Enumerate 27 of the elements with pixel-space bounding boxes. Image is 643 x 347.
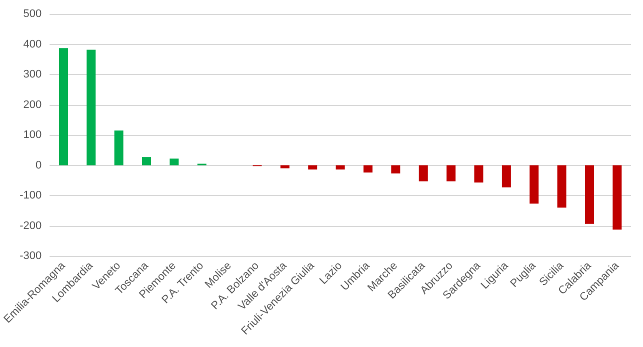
y-tick-label: -100	[20, 190, 42, 202]
y-tick-label: 200	[23, 98, 42, 111]
bar	[418, 165, 428, 182]
y-tick-label: -300	[20, 250, 42, 262]
bar	[391, 165, 400, 174]
bar	[502, 165, 511, 188]
bar	[584, 165, 594, 224]
bar	[114, 130, 124, 166]
bar	[308, 165, 318, 170]
y-tick-label: 500	[23, 8, 42, 20]
bar	[170, 158, 179, 166]
bar	[142, 157, 152, 166]
y-tick-label: 0	[36, 159, 42, 172]
bar	[86, 50, 96, 166]
y-tick-label: 100	[23, 129, 42, 141]
bar	[557, 165, 566, 208]
bar	[530, 165, 539, 204]
bar	[612, 165, 622, 230]
bar	[280, 165, 290, 168]
y-tick-label: -200	[20, 220, 42, 232]
bar	[336, 165, 345, 170]
bar	[446, 165, 456, 182]
y-tick-label: 300	[23, 68, 42, 80]
y-tick-label: 400	[23, 38, 42, 50]
bar	[58, 48, 68, 166]
bar	[474, 165, 484, 182]
bar	[363, 165, 372, 173]
